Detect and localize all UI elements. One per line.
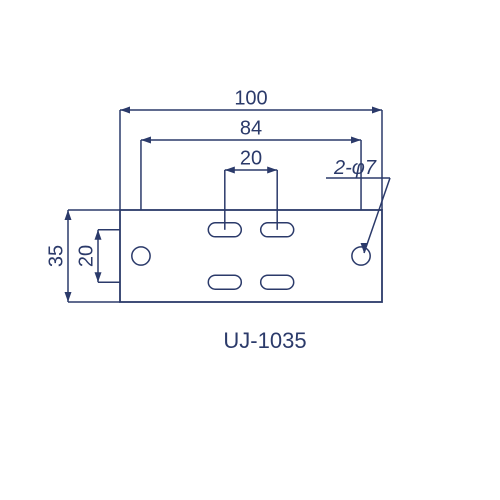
slot-bot-right — [261, 275, 294, 289]
hole-callout-leader — [364, 178, 390, 253]
arrowhead — [120, 107, 130, 114]
arrowhead — [95, 230, 102, 240]
part-number: UJ-1035 — [223, 328, 306, 353]
hole-callout: 2-φ7 — [333, 157, 377, 179]
d20h-label: 20 — [240, 147, 262, 169]
arrowhead — [65, 292, 72, 302]
d20v-label: 20 — [75, 245, 97, 267]
arrowhead — [65, 210, 72, 220]
hole-right — [352, 247, 370, 265]
arrowhead — [372, 107, 382, 114]
d35-label: 35 — [45, 245, 67, 267]
plate-outline — [120, 210, 382, 302]
technical-drawing: 100 84 20 2-φ7 35 20 UJ-1035 — [0, 0, 500, 500]
hole-left — [132, 247, 150, 265]
d100-label: 100 — [234, 87, 267, 109]
d84-label: 84 — [240, 117, 262, 139]
arrowhead — [225, 167, 235, 174]
arrowhead — [95, 272, 102, 282]
slot-bot-left — [208, 275, 241, 289]
arrowhead — [141, 137, 151, 144]
arrowhead — [351, 137, 361, 144]
arrowhead — [267, 167, 277, 174]
